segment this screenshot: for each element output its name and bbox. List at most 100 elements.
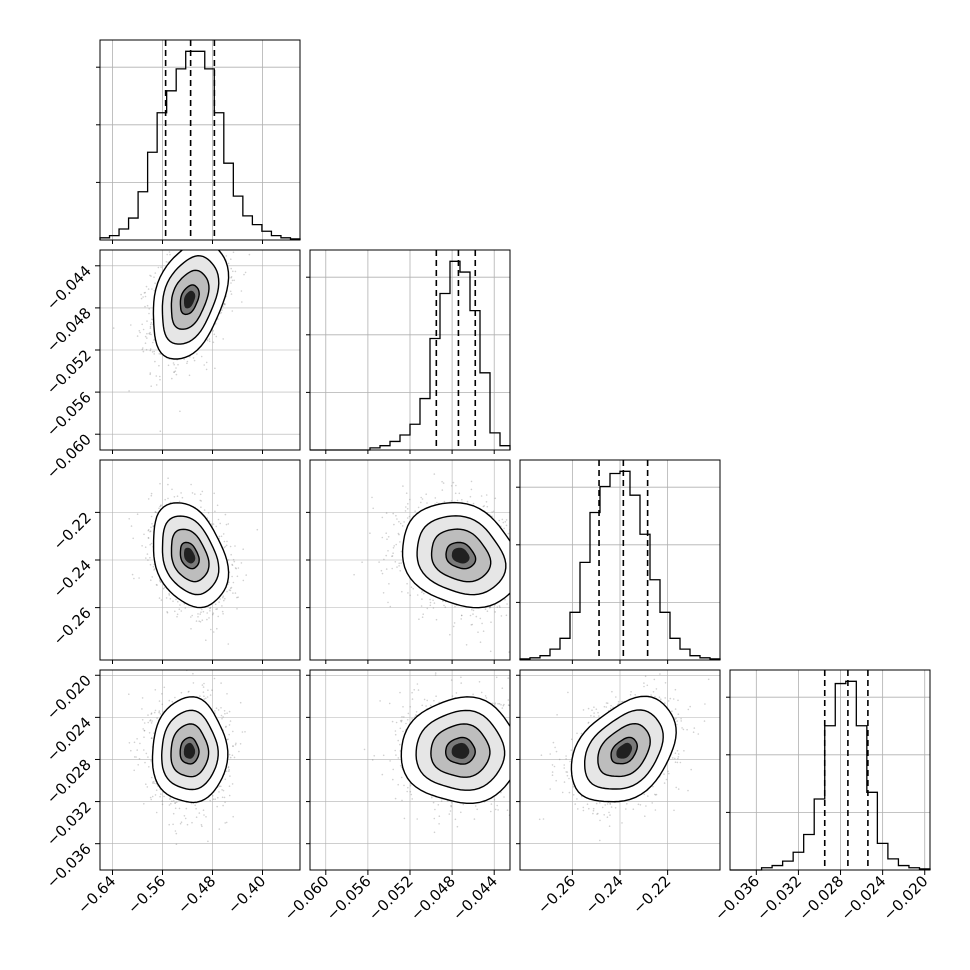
sample-point [215,525,217,528]
sample-point [429,598,431,601]
sample-point [220,682,222,684]
sample-point [144,546,147,548]
sample-point [209,607,211,610]
sample-point [516,519,518,521]
sample-point [454,605,456,608]
sample-point [472,609,475,612]
sample-point [155,811,158,814]
sample-point [160,599,163,601]
sample-point [186,230,188,232]
sample-point [144,761,146,764]
sample-point [149,373,151,376]
sample-point [236,608,238,610]
sample-point [227,523,230,525]
sample-point [131,573,134,576]
sample-point [146,553,149,555]
sample-point [223,302,226,305]
contour-line [152,250,230,360]
sample-point [130,324,132,326]
sample-point [491,515,493,518]
sample-point [160,505,162,507]
sample-point [406,508,409,510]
sample-point [216,223,218,225]
sample-point [142,296,144,298]
sample-point [197,616,199,618]
scatter-panel-3-0 [99,669,301,871]
sample-point [149,563,152,566]
sample-point [203,695,205,697]
sample-point [442,600,444,603]
sample-point [142,350,145,353]
sample-point [222,248,224,250]
sample-point [222,596,224,599]
sample-point [469,614,472,617]
histogram-panel-1 [306,249,511,451]
sample-point [157,266,160,269]
sample-point [425,493,428,496]
sample-point [236,575,239,578]
sample-point [140,297,143,300]
sample-point [146,304,149,307]
sample-point [214,323,217,325]
sample-point [150,322,153,324]
sample-point [404,510,407,512]
sample-point [179,246,181,248]
sample-point [395,543,398,546]
sample-point [132,537,134,540]
sample-point [160,793,162,795]
sample-point [158,597,161,599]
sample-point [385,568,388,570]
sample-point [472,502,475,505]
sample-point [227,643,230,645]
sample-point [192,241,194,243]
sample-point [172,812,175,815]
sample-point [147,559,149,561]
sample-point [511,549,513,551]
sample-point [218,535,221,538]
sample-point [181,496,184,499]
sample-point [144,342,147,345]
sample-point [155,384,158,386]
sample-point [223,540,226,543]
sample-point [500,525,502,527]
sample-point [395,514,397,517]
sample-point [153,353,155,355]
sample-point [207,689,209,691]
sample-point [159,580,162,583]
sample-point [454,492,457,495]
sample-point [458,492,461,495]
sample-point [528,577,530,579]
sample-point [513,572,515,574]
panel-content [100,670,300,870]
sample-point [190,616,192,618]
sample-point [409,594,412,597]
sample-point [494,497,497,500]
sample-point [150,760,152,762]
sample-point [512,543,514,545]
sample-point [167,364,170,367]
sample-point [237,567,240,569]
sample-point [154,511,157,513]
sample-point [219,522,221,525]
sample-point [152,525,154,527]
sample-point [420,605,423,607]
sample-point [391,567,394,570]
sample-point [402,485,404,487]
sample-point [156,584,158,586]
sample-point [141,323,143,326]
sample-point [150,385,152,388]
sample-point [175,367,177,369]
sample-point [147,529,150,531]
sample-point [513,587,515,589]
contour-line [445,541,477,570]
sample-point [189,356,191,358]
sample-point [232,558,235,561]
sample-point [186,362,188,365]
sample-point [151,523,153,525]
panel-content [310,460,530,660]
sample-point [163,795,165,798]
sample-point [504,598,506,601]
sample-point [173,496,176,498]
sample-point [516,561,518,563]
sample-point [138,330,141,332]
